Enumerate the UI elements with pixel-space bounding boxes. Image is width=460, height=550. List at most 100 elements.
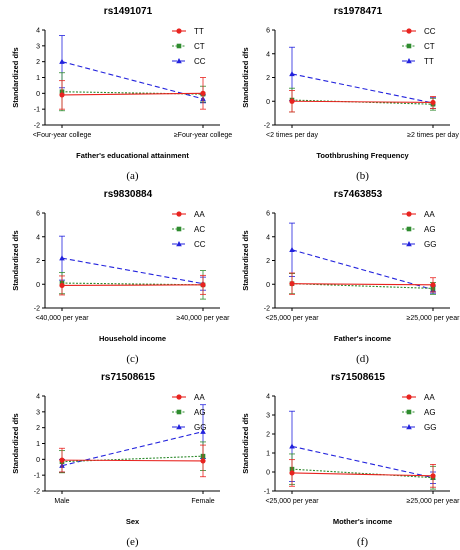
y-tick-label: -2 [34, 306, 40, 313]
series-AG [289, 453, 436, 490]
legend-label: AC [194, 225, 205, 234]
series-line [61, 455, 204, 463]
data-point [200, 282, 206, 288]
y-tick-label: 0 [266, 99, 270, 106]
x-axis-label: Toothbrushing Frequency [316, 151, 409, 160]
data-point [289, 98, 295, 104]
data-point [289, 470, 295, 476]
series-AA [289, 459, 436, 488]
series-TT [289, 46, 436, 109]
data-point [200, 458, 206, 464]
series-line [61, 257, 204, 285]
y-tick-label: 1 [36, 441, 40, 448]
chart-panel-5: rs71508615 -2 -1 0 1 2 3 4 Standardized dfs Male F… [11, 372, 220, 548]
legend-marker [176, 28, 182, 34]
x-tick-label: <2 times per day [266, 132, 318, 139]
legend-label: AA [424, 210, 435, 219]
legend-label: CC [194, 240, 206, 249]
data-point [59, 255, 65, 261]
y-tick-label: -2 [264, 306, 270, 313]
legend-label: AA [424, 393, 435, 402]
legend-entry: AA [172, 393, 205, 402]
data-point [59, 282, 65, 289]
y-tick-label: 4 [266, 51, 270, 58]
legend-marker [176, 394, 182, 400]
y-tick-label: 3 [266, 413, 270, 420]
legend-label: AG [194, 408, 206, 417]
legend-label: GG [424, 240, 436, 249]
series-line [61, 92, 204, 96]
panel-label: (e) [126, 536, 139, 548]
y-tick-label: 4 [266, 394, 270, 401]
legend-label: CC [194, 57, 206, 66]
x-tick-label: ≥40,000 per year [177, 315, 231, 322]
series-line [291, 445, 434, 479]
y-tick-label: 1 [266, 451, 270, 458]
series-line [61, 282, 204, 286]
chart-panel-2: rs1978471 -2 0 2 4 6 Standardized dfs <2 times … [241, 6, 459, 182]
series-line [291, 73, 434, 104]
data-point [200, 90, 206, 96]
series-CT [289, 87, 436, 113]
y-tick-label: 2 [266, 432, 270, 439]
y-tick-label: 2 [36, 59, 40, 66]
y-tick-label: -2 [264, 123, 270, 130]
x-tick-label: ≥2 times per day [407, 132, 459, 139]
series-line [61, 459, 204, 462]
legend-entry: GG [402, 423, 436, 432]
chart-title: rs7463853 [334, 189, 383, 200]
legend-label: AA [194, 210, 205, 219]
legend-label: CC [424, 27, 436, 36]
y-tick-label: 2 [266, 258, 270, 265]
legend-marker [406, 424, 412, 430]
y-tick-label: 4 [36, 394, 40, 401]
chart-title: rs71508615 [101, 372, 155, 383]
legend-marker [406, 211, 412, 217]
panel-label: (c) [126, 353, 139, 365]
legend-entry: TT [402, 57, 434, 66]
chart-panel-1: rs1491071 -2 -1 0 1 2 3 4 Standardized dfs <Four-… [11, 6, 232, 182]
legend-entry: TT [172, 27, 204, 36]
y-axis-label: Standardized dfs [11, 47, 20, 107]
y-axis-label: Standardized dfs [11, 413, 20, 473]
y-tick-label: 6 [266, 211, 270, 218]
data-point [59, 92, 65, 98]
data-point [430, 473, 436, 479]
chart-title: rs9830884 [104, 189, 153, 200]
legend-entry: AA [172, 210, 205, 219]
legend-label: TT [424, 57, 434, 66]
y-tick-label: -1 [34, 473, 40, 480]
series-GG [289, 222, 436, 294]
legend-entry: AC [172, 225, 205, 234]
legend-marker [176, 409, 182, 415]
series-line [61, 284, 204, 286]
legend-entry: AG [402, 408, 436, 417]
series-line [291, 283, 434, 286]
legend-marker [176, 58, 182, 64]
legend-entry: AG [402, 225, 436, 234]
legend-label: CT [194, 42, 205, 51]
legend-marker [406, 394, 412, 400]
legend-marker [406, 43, 412, 49]
y-tick-label: -1 [264, 489, 270, 496]
data-point [59, 457, 65, 463]
legend-label: TT [194, 27, 204, 36]
y-tick-label: 6 [266, 28, 270, 35]
y-axis-label: Standardized dfs [241, 413, 250, 473]
data-point [289, 443, 295, 449]
series-line [61, 91, 204, 95]
y-tick-label: 2 [266, 75, 270, 82]
x-tick-label: Male [54, 498, 69, 505]
legend-marker [406, 226, 412, 232]
y-tick-label: 2 [36, 425, 40, 432]
x-tick-label: ≥25,000 per year [407, 315, 460, 322]
legend-entry: AA [402, 393, 435, 402]
series-TT [59, 77, 206, 110]
y-tick-label: -2 [34, 489, 40, 496]
legend-entry: CC [172, 57, 206, 66]
y-tick-label: 3 [36, 43, 40, 50]
x-axis-label: Mother's income [333, 517, 392, 526]
data-point [200, 428, 206, 434]
legend-label: GG [194, 423, 206, 432]
